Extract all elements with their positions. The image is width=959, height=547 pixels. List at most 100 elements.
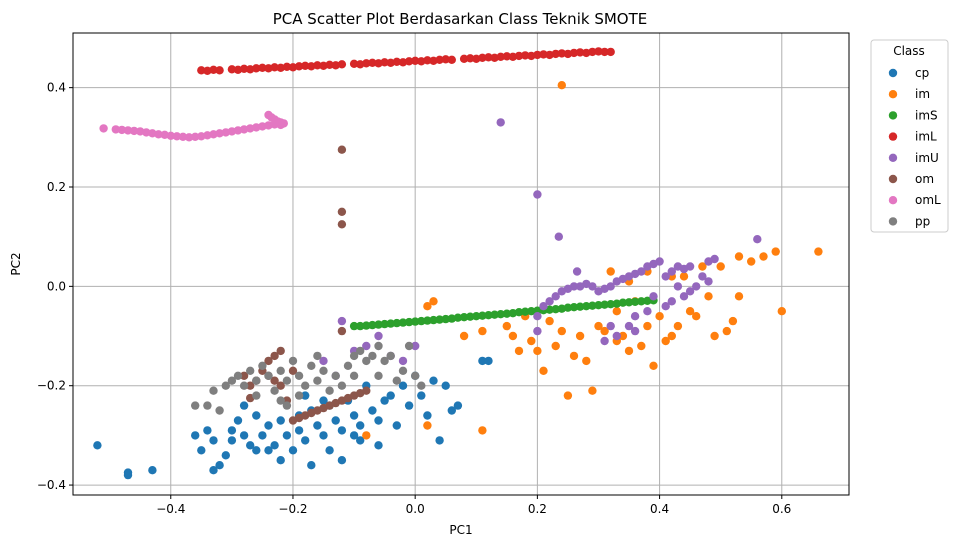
data-point-imL bbox=[435, 55, 444, 64]
data-point-imS bbox=[484, 311, 493, 320]
data-point-im bbox=[673, 321, 683, 331]
data-point-pp bbox=[294, 371, 304, 380]
data-point-om bbox=[270, 376, 279, 385]
data-point-imU bbox=[594, 287, 603, 296]
legend-box bbox=[870, 39, 949, 233]
data-point-im bbox=[582, 356, 591, 366]
data-point-pp bbox=[356, 346, 365, 356]
data-point-pp bbox=[380, 356, 389, 366]
data-point-cp bbox=[356, 421, 365, 430]
data-point-cp bbox=[227, 436, 237, 445]
data-point-imS bbox=[404, 317, 414, 327]
x-tick-label: −0.4 bbox=[156, 502, 185, 516]
data-point-pp bbox=[404, 341, 414, 351]
data-point-imU bbox=[600, 336, 609, 346]
data-point-im bbox=[661, 336, 670, 346]
legend-items: cp im imS imL imU om omL pp bbox=[888, 66, 941, 228]
data-point-imS bbox=[411, 317, 420, 326]
data-point-imL bbox=[252, 64, 261, 73]
data-point-cp bbox=[264, 446, 273, 455]
data-point-pp bbox=[301, 381, 310, 390]
series-imS bbox=[349, 296, 658, 331]
data-point-imU bbox=[606, 321, 615, 331]
data-point-imL bbox=[337, 60, 347, 69]
data-point-imL bbox=[575, 48, 585, 57]
data-point-imL bbox=[606, 47, 615, 57]
legend-marker-im bbox=[888, 90, 898, 99]
data-point-imU bbox=[539, 302, 548, 311]
data-point-imL bbox=[215, 66, 224, 75]
data-point-cp bbox=[349, 431, 359, 440]
data-point-imL bbox=[557, 49, 566, 58]
data-point-imS bbox=[630, 297, 640, 306]
data-point-cp bbox=[331, 416, 340, 425]
data-point-pp bbox=[325, 386, 334, 395]
data-point-omL bbox=[129, 126, 139, 136]
data-point-pp bbox=[282, 401, 292, 410]
data-point-cp bbox=[264, 421, 273, 430]
data-points bbox=[93, 47, 823, 480]
legend-title: Class bbox=[893, 44, 925, 58]
data-point-cp bbox=[319, 431, 328, 440]
data-point-pp bbox=[264, 371, 273, 380]
data-point-cp bbox=[374, 441, 383, 450]
data-point-imL bbox=[209, 65, 218, 75]
data-point-imS bbox=[588, 301, 597, 310]
data-point-imL bbox=[270, 63, 279, 72]
data-point-imU bbox=[643, 262, 652, 271]
data-point-imL bbox=[533, 50, 542, 60]
data-point-imL bbox=[301, 61, 310, 70]
data-point-pp bbox=[239, 381, 249, 390]
data-point-om bbox=[337, 220, 347, 229]
data-point-cp bbox=[319, 396, 328, 405]
data-point-imS bbox=[496, 310, 505, 319]
data-point-cp bbox=[398, 381, 408, 390]
data-point-cp bbox=[288, 446, 298, 455]
data-point-imS bbox=[478, 311, 487, 320]
x-tick-label: −0.2 bbox=[278, 502, 307, 516]
data-point-im bbox=[777, 307, 786, 316]
data-point-im bbox=[575, 331, 585, 341]
data-point-imS bbox=[624, 298, 634, 307]
y-axis-label: PC2 bbox=[9, 252, 23, 275]
data-point-cp bbox=[435, 436, 444, 445]
data-point-pp bbox=[386, 351, 395, 361]
legend-label-cp: cp bbox=[915, 66, 929, 80]
data-point-imU bbox=[649, 292, 658, 301]
data-point-imL bbox=[404, 57, 414, 66]
legend-marker-imL bbox=[888, 132, 898, 141]
data-point-imU bbox=[612, 331, 621, 341]
data-point-omL bbox=[111, 125, 121, 134]
data-point-cp bbox=[429, 376, 438, 385]
data-point-omL bbox=[166, 131, 175, 140]
data-point-pp bbox=[307, 361, 316, 370]
data-point-imL bbox=[466, 54, 475, 63]
data-point-cp bbox=[191, 431, 200, 440]
data-point-imS bbox=[453, 313, 463, 322]
data-point-om bbox=[288, 366, 298, 375]
data-point-cp bbox=[276, 456, 285, 465]
data-point-cp bbox=[374, 416, 383, 425]
data-point-imL bbox=[239, 64, 249, 74]
data-point-imS bbox=[490, 310, 499, 319]
data-point-pp bbox=[233, 371, 243, 380]
legend-marker-imU bbox=[888, 153, 898, 162]
data-point-pp bbox=[276, 366, 285, 375]
data-point-cp bbox=[221, 451, 230, 460]
data-point-imS bbox=[545, 305, 554, 314]
data-point-om bbox=[337, 207, 347, 216]
legend-label-imS: imS bbox=[915, 108, 938, 122]
data-point-im bbox=[685, 307, 695, 316]
data-point-imU bbox=[362, 341, 371, 351]
data-point-imL bbox=[362, 59, 371, 68]
series-imU bbox=[319, 118, 762, 380]
data-point-pp bbox=[221, 381, 230, 390]
data-point-imS bbox=[527, 307, 536, 316]
data-point-pp bbox=[203, 401, 212, 410]
data-point-cp bbox=[197, 446, 206, 455]
data-point-cp bbox=[215, 461, 224, 470]
legend-marker-cp bbox=[888, 68, 898, 78]
legend-label-om: om bbox=[915, 172, 934, 186]
data-point-imS bbox=[521, 307, 530, 316]
data-point-imL bbox=[484, 53, 493, 62]
